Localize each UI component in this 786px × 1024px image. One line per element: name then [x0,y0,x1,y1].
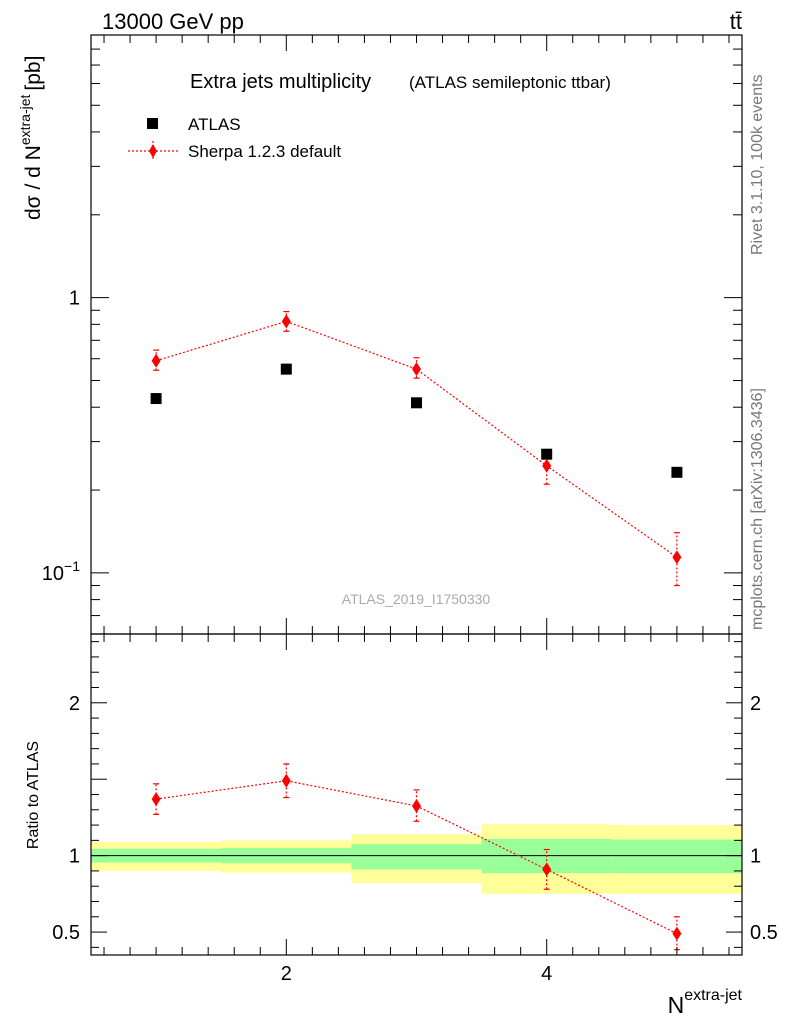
svg-text:dσ / d Nextra-jet[pb]: dσ / d Nextra-jet [pb] [17,56,45,220]
x-tick-label: 4 [541,963,552,985]
atlas-point [280,363,292,375]
main-panel: 1 10−1 Extra jets multiplicity (ATLAS sem… [17,34,743,635]
energy-label: 13000 GeV pp [102,9,244,34]
sherpa-point [281,314,291,329]
ratio-plot-content [91,763,742,951]
legend-sherpa-marker [149,144,157,158]
ratio-y-tick-label-right: 2 [750,693,761,715]
main-y-tick-label-base: 1 [69,288,80,310]
ratio-y-tick-label: 2 [69,693,80,715]
y-label-sup: extra-jet [17,94,33,145]
x-tick-label: 2 [281,963,292,985]
x-axis-label: Nextra-jet [668,987,743,1018]
atlas-point [671,466,683,478]
process-label: tt̄ [730,9,742,34]
x-label-sup: extra-jet [684,987,742,1004]
legend: ATLAS Sherpa 1.2.3 default [128,115,341,161]
sherpa-point [542,458,552,473]
ratio-sherpa-point [281,773,291,788]
ratio-y-tick-label: 0.5 [52,922,80,944]
ratio-y-tick-label-right: 0.5 [750,922,778,944]
ratio-sherpa-point [151,792,161,807]
main-axis-ticks [91,34,742,635]
legend-sherpa-label: Sherpa 1.2.3 default [188,142,341,161]
svg-text:Nextra-jet: Nextra-jet [668,987,743,1018]
ratio-axis-ticks [91,634,742,955]
ratio-band-inner [611,839,742,874]
ratio-sherpa-point [412,798,421,813]
sherpa-point [151,353,161,368]
atlas-point [541,448,553,460]
sherpa-line [155,320,678,558]
ratio-y-tick-label-right: 1 [750,846,761,868]
ratio-y-tick-label: 1 [69,846,80,868]
main-y-axis-label: dσ / d Nextra-jet [pb] [17,56,45,220]
ratio-panel: 2 2 1 1 0.5 0.5 2 4 Ratio to ATLAS Nextra-jet [25,633,778,1018]
ratio-sherpa-point [542,862,552,877]
atlas-point [150,393,162,405]
chart-subtitle: (ATLAS semileptonic ttbar) [409,73,611,92]
main-y-tick-label-base: 10 [42,563,64,585]
ratio-tick-labels: 2 2 1 1 0.5 0.5 2 4 [52,693,778,985]
legend-atlas-label: ATLAS [188,115,241,134]
main-y-tick-label-sup: −1 [64,558,80,574]
y-label-main: dσ / d N [22,145,45,220]
ratio-band-inner [351,844,482,870]
main-tick-labels: 1 10−1 [42,288,80,585]
rivet-label: Rivet 3.1.10, 100k events [749,74,766,255]
watermark-label: ATLAS_2019_I1750330 [342,591,491,607]
ratio-sherpa-point [672,926,682,941]
sherpa-point [672,550,682,565]
ratio-y-axis-label: Ratio to ATLAS [25,741,42,849]
x-label-main: N [668,992,685,1018]
legend-atlas-marker [147,118,158,129]
main-y-tick-label: 1 [69,288,80,310]
main-plot-content [150,310,683,587]
main-y-tick-label: 10−1 [42,558,80,585]
chart-title: Extra jets multiplicity [190,71,371,93]
y-label-unit: [pb] [22,56,45,91]
mcplots-label: mcplots.cern.ch [arXiv:1306.3436] [749,388,766,630]
atlas-point [411,397,422,409]
sherpa-point [412,362,421,377]
